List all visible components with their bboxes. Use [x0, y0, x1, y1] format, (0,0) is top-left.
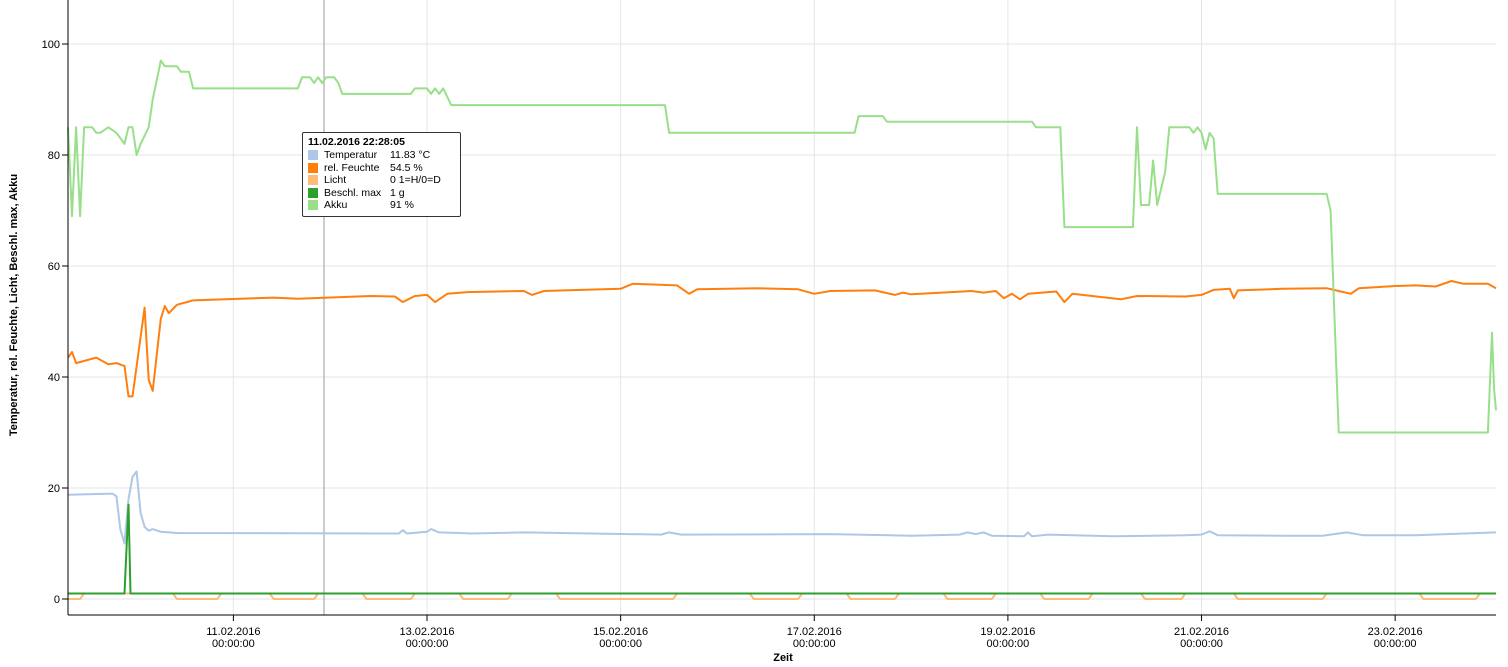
x-tick-label: 21.02.2016: [1174, 626, 1229, 638]
x-tick-label: 15.02.2016: [593, 626, 648, 638]
x-tick-label: 17.02.2016: [787, 626, 842, 638]
x-tick-label: 00:00:00: [1180, 638, 1223, 650]
x-tick-label: 00:00:00: [986, 638, 1029, 650]
x-tick-label: 00:00:00: [406, 638, 449, 650]
x-tick-label: 11.02.2016: [206, 626, 260, 638]
tooltip-series-name: Beschl. max: [324, 186, 382, 199]
tooltip-series-value: 1 g: [390, 186, 405, 199]
tooltip-row-rel-feuchte: rel. Feuchte 54.5 %: [308, 162, 455, 175]
y-tick-label: 20: [48, 483, 60, 495]
y-axis-label: Temperatur, rel. Feuchte, Licht, Beschl.…: [8, 174, 20, 436]
tooltip-row-beschl-max: Beschl. max 1 g: [308, 187, 455, 200]
tooltip-title: 11.02.2016 22:28:05: [308, 136, 405, 148]
series-line-temperatur: [67, 470, 1497, 545]
tooltip-series-value: 11.83 °C: [390, 149, 431, 161]
tooltip-row-temperatur: Temperatur 11.83 °C: [308, 149, 455, 162]
axes: 02040608010011.02.201600:00:0013.02.2016…: [42, 0, 1496, 650]
x-tick-label: 13.02.2016: [399, 626, 454, 638]
x-tick-label: 00:00:00: [599, 638, 642, 650]
y-tick-label: 80: [48, 150, 60, 162]
swatch-beschl-max: [308, 187, 318, 198]
tooltip-series-value: 91 %: [390, 199, 414, 211]
x-tick-label: 00:00:00: [212, 638, 255, 650]
x-tick-label: 19.02.2016: [980, 626, 1035, 638]
tooltip-series-name: Akku: [324, 199, 348, 211]
gridlines: [68, 0, 1496, 615]
y-tick-label: 60: [48, 261, 60, 273]
data-tooltip: 11.02.2016 22:28:05 Temperatur 11.83 °C …: [302, 132, 461, 217]
y-tick-label: 0: [54, 594, 60, 606]
x-tick-label: 00:00:00: [793, 638, 836, 650]
series-lines: [67, 59, 1497, 600]
tooltip-row-licht: Licht 0 1=H/0=D: [308, 174, 455, 187]
swatch-akku: [308, 200, 318, 211]
swatch-rel-feuchte: [308, 162, 318, 173]
series-line-akku: [67, 59, 1497, 434]
series-line-rel-feuchte: [67, 280, 1497, 398]
swatch-licht: [308, 175, 318, 186]
tooltip-series-name: rel. Feuchte: [324, 161, 380, 174]
y-tick-label: 40: [48, 372, 60, 384]
x-tick-label: 23.02.2016: [1368, 626, 1423, 638]
y-tick-label: 100: [42, 39, 60, 51]
x-tick-label: 00:00:00: [1374, 638, 1417, 650]
tooltip-series-name: Temperatur: [324, 149, 378, 161]
tooltip-series-value: 0 1=H/0=D: [390, 174, 441, 186]
swatch-temperatur: [308, 150, 318, 161]
tooltip-series-value: 54.5 %: [390, 161, 423, 174]
x-axis-label: Zeit: [773, 652, 793, 664]
tooltip-series-name: Licht: [324, 174, 347, 186]
tooltip-row-akku: Akku 91 %: [308, 199, 455, 212]
series-line-beschl-max: [68, 503, 1496, 595]
